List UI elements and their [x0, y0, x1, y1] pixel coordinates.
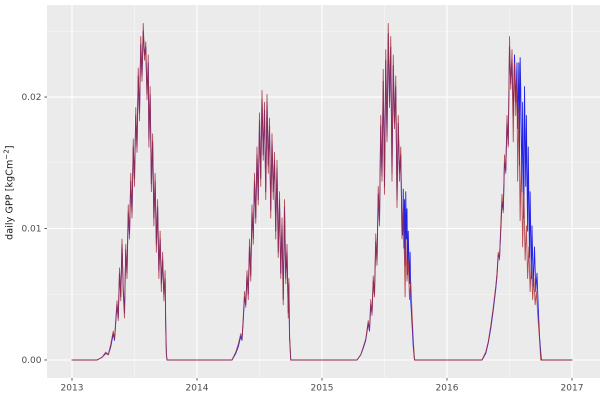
x-tick-label: 2014: [186, 384, 209, 394]
x-tick-label: 2016: [436, 384, 459, 394]
y-tick-label: 0.01: [21, 225, 41, 235]
x-tick-label: 2013: [61, 384, 84, 394]
axis-ticks: [44, 96, 573, 381]
x-tick-label: 2017: [561, 384, 584, 394]
series-line-red: [71, 22, 573, 361]
y-tick-label: 0.00: [21, 356, 41, 366]
y-tick-label: 0.02: [21, 93, 41, 103]
x-tick-label: 2015: [311, 384, 334, 394]
plot-panel: [47, 5, 600, 378]
